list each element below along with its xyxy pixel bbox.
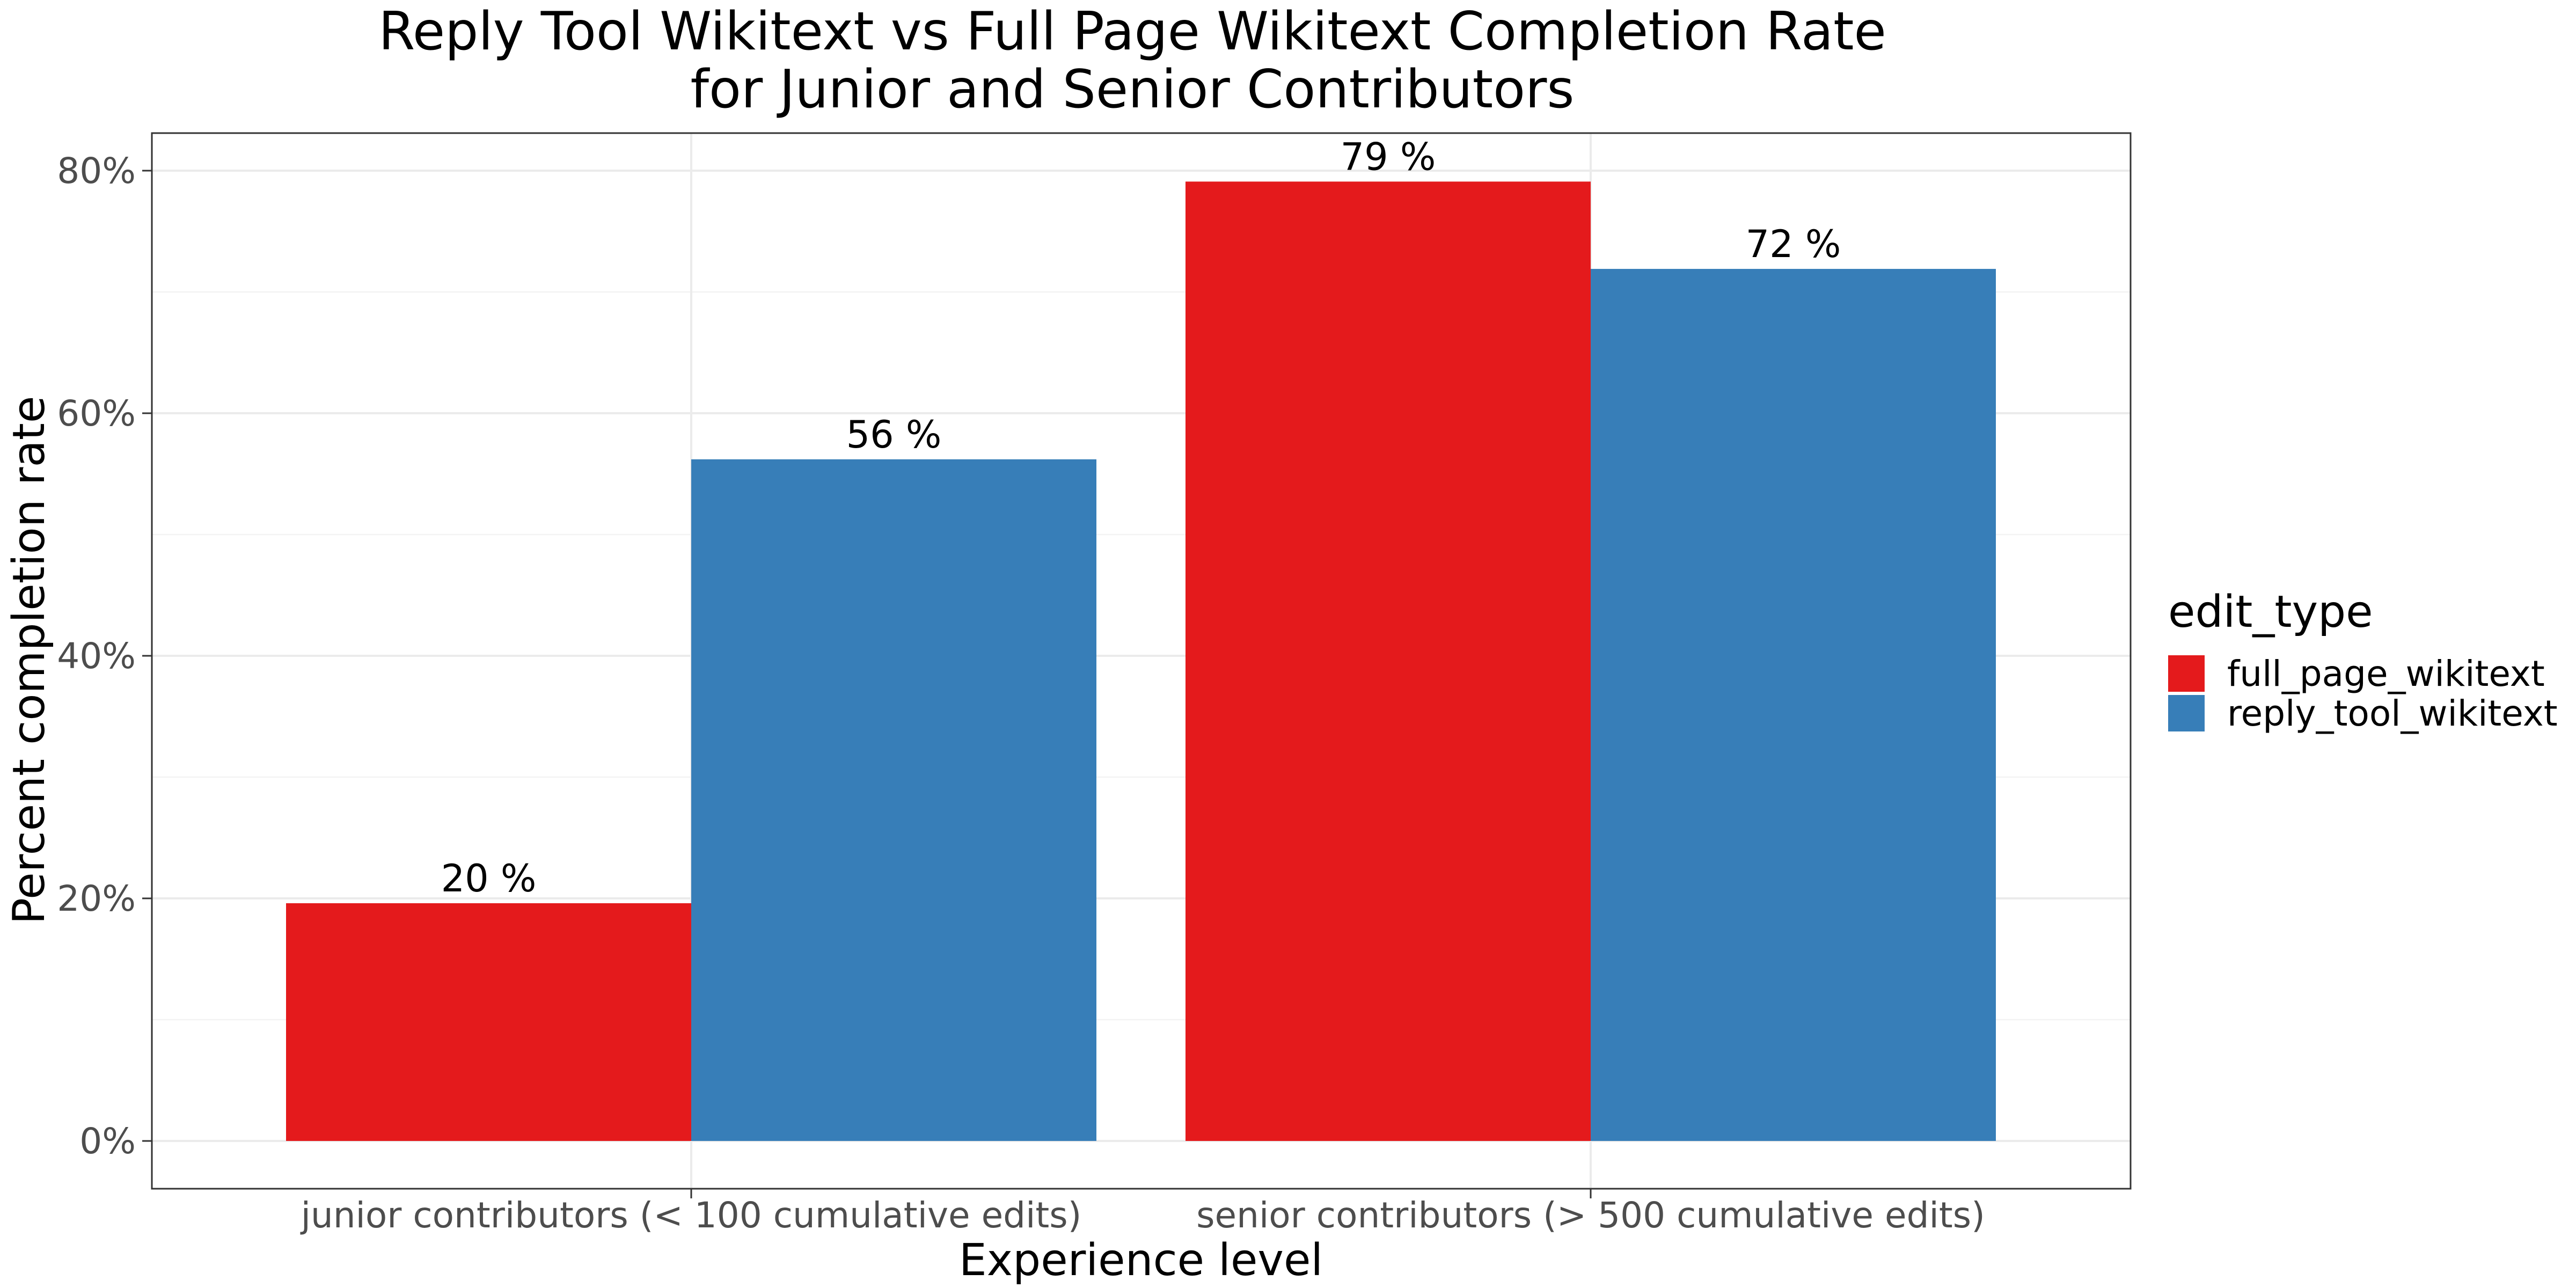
y-tick-label: 20% (57, 878, 136, 919)
data-label-reply_tool_wikitext-0: 56 % (846, 413, 942, 457)
bar-reply_tool_wikitext-0 (691, 459, 1096, 1141)
y-axis: 0% 20% 40% 60% 80% (57, 150, 152, 1162)
x-axis-title: Experience level (959, 1235, 1323, 1286)
x-tick-label: junior contributors (< 100 cumulative ed… (300, 1195, 1082, 1236)
x-axis: junior contributors (< 100 cumulative ed… (300, 1189, 1985, 1236)
data-label-full_page_wikitext-0: 20 % (441, 857, 537, 901)
y-tick-label: 60% (57, 393, 136, 434)
chart-title-line-1: Reply Tool Wikitext vs Full Page Wikitex… (378, 1, 1886, 62)
data-label-full_page_wikitext-1: 79 % (1341, 135, 1436, 179)
bar-full_page_wikitext-1 (1185, 181, 1591, 1141)
y-tick-label: 40% (57, 635, 136, 677)
bar-reply_tool_wikitext-1 (1591, 269, 1996, 1141)
plot-panel-border (151, 132, 2132, 1190)
legend-label-reply_tool_wikitext: reply_tool_wikitext (2227, 693, 2558, 734)
legend-key-full_page_wikitext (2168, 655, 2205, 692)
chart-title-line-2: for Junior and Senior Contributors (691, 59, 1575, 120)
legend: edit_type full_page_wikitextreply_tool_w… (2168, 587, 2558, 734)
bars (286, 181, 1996, 1141)
legend-label-full_page_wikitext: full_page_wikitext (2227, 653, 2545, 694)
legend-title: edit_type (2168, 587, 2373, 638)
bar-full_page_wikitext-0 (286, 903, 691, 1141)
y-tick-label: 0% (79, 1121, 136, 1162)
y-tick-label: 80% (57, 150, 136, 192)
legend-key-reply_tool_wikitext (2168, 695, 2205, 731)
data-label-reply_tool_wikitext-1: 72 % (1746, 222, 1841, 266)
y-axis-title: Percent completion rate (4, 396, 55, 925)
data-labels: 20 % 79 % 56 % 72 % (441, 135, 1841, 901)
x-tick-label: senior contributors (> 500 cumulative ed… (1196, 1195, 1985, 1236)
